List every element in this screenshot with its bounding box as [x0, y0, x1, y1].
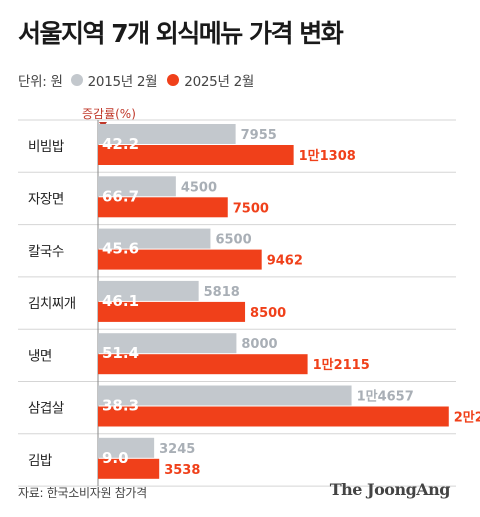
bar-2015	[98, 124, 236, 144]
source-note: 자료: 한국소비자원 참가격	[18, 486, 147, 500]
percent-header: 증감률(%)	[82, 107, 136, 121]
bar-2015	[98, 333, 237, 354]
change-percent-label: 51.4	[102, 344, 139, 362]
value-label-2015: 4500	[181, 180, 217, 195]
legend-item-2015: 2015년 2월	[70, 70, 158, 90]
value-label-2015: 7955	[241, 128, 277, 143]
value-label-2025: 2만276	[454, 410, 480, 426]
category-label: 김밥	[28, 453, 52, 469]
value-label-2015: 3245	[159, 442, 195, 457]
bar-2025	[98, 354, 308, 375]
legend-swatch-2015	[70, 74, 83, 86]
category-label: 자장면	[28, 191, 64, 207]
value-label-2015: 5818	[204, 285, 240, 300]
legend-label-2025: 2025년 2월	[184, 74, 254, 90]
chart-title: 서울지역 7개 외식메뉴 가격 변화	[18, 19, 344, 48]
value-label-2025: 7500	[233, 201, 269, 216]
value-label-2025: 1만2115	[313, 357, 370, 373]
bar-2025	[98, 197, 228, 218]
value-label-2015: 6500	[215, 233, 251, 248]
bar-2025	[98, 301, 246, 322]
value-label-2025: 1만1308	[299, 148, 356, 164]
bar-2025	[98, 145, 294, 165]
legend-label-2015: 2015년 2월	[87, 74, 158, 90]
value-label-2025: 8500	[250, 306, 286, 321]
category-label: 삼겹살	[28, 401, 64, 417]
legend: 단위: 원 2015년 2월 2025년 2월	[18, 70, 264, 90]
bar-2015	[98, 385, 352, 406]
unit-label: 단위: 원	[18, 74, 63, 90]
legend-swatch-2025	[167, 74, 180, 86]
brand-logo-text: The JoongAng	[329, 480, 451, 499]
category-label: 냉면	[28, 348, 52, 364]
value-label-2015: 1만4657	[357, 389, 414, 405]
value-label-2025: 9462	[267, 254, 303, 269]
category-label: 비빔밥	[28, 139, 64, 155]
bar-2015	[98, 228, 211, 249]
bar-2015	[98, 437, 155, 458]
change-percent-label: 66.7	[102, 187, 139, 205]
category-label: 김치찌개	[28, 296, 76, 312]
change-percent-label: 42.2	[102, 135, 139, 153]
change-percent-label: 38.3	[102, 397, 139, 415]
bar-2025	[98, 249, 262, 270]
bar-2015	[98, 280, 199, 301]
bar-2025	[98, 458, 160, 479]
value-label-2015: 8000	[241, 337, 277, 352]
change-percent-label: 9.0	[102, 449, 129, 467]
category-label: 칼국수	[28, 244, 64, 260]
change-percent-label: 45.6	[102, 240, 139, 258]
change-percent-label: 46.1	[102, 292, 139, 310]
value-label-2025: 3538	[164, 463, 200, 478]
bar-2015	[98, 176, 176, 197]
legend-item-2025: 2025년 2월	[167, 70, 254, 90]
bar-2025	[98, 406, 449, 427]
